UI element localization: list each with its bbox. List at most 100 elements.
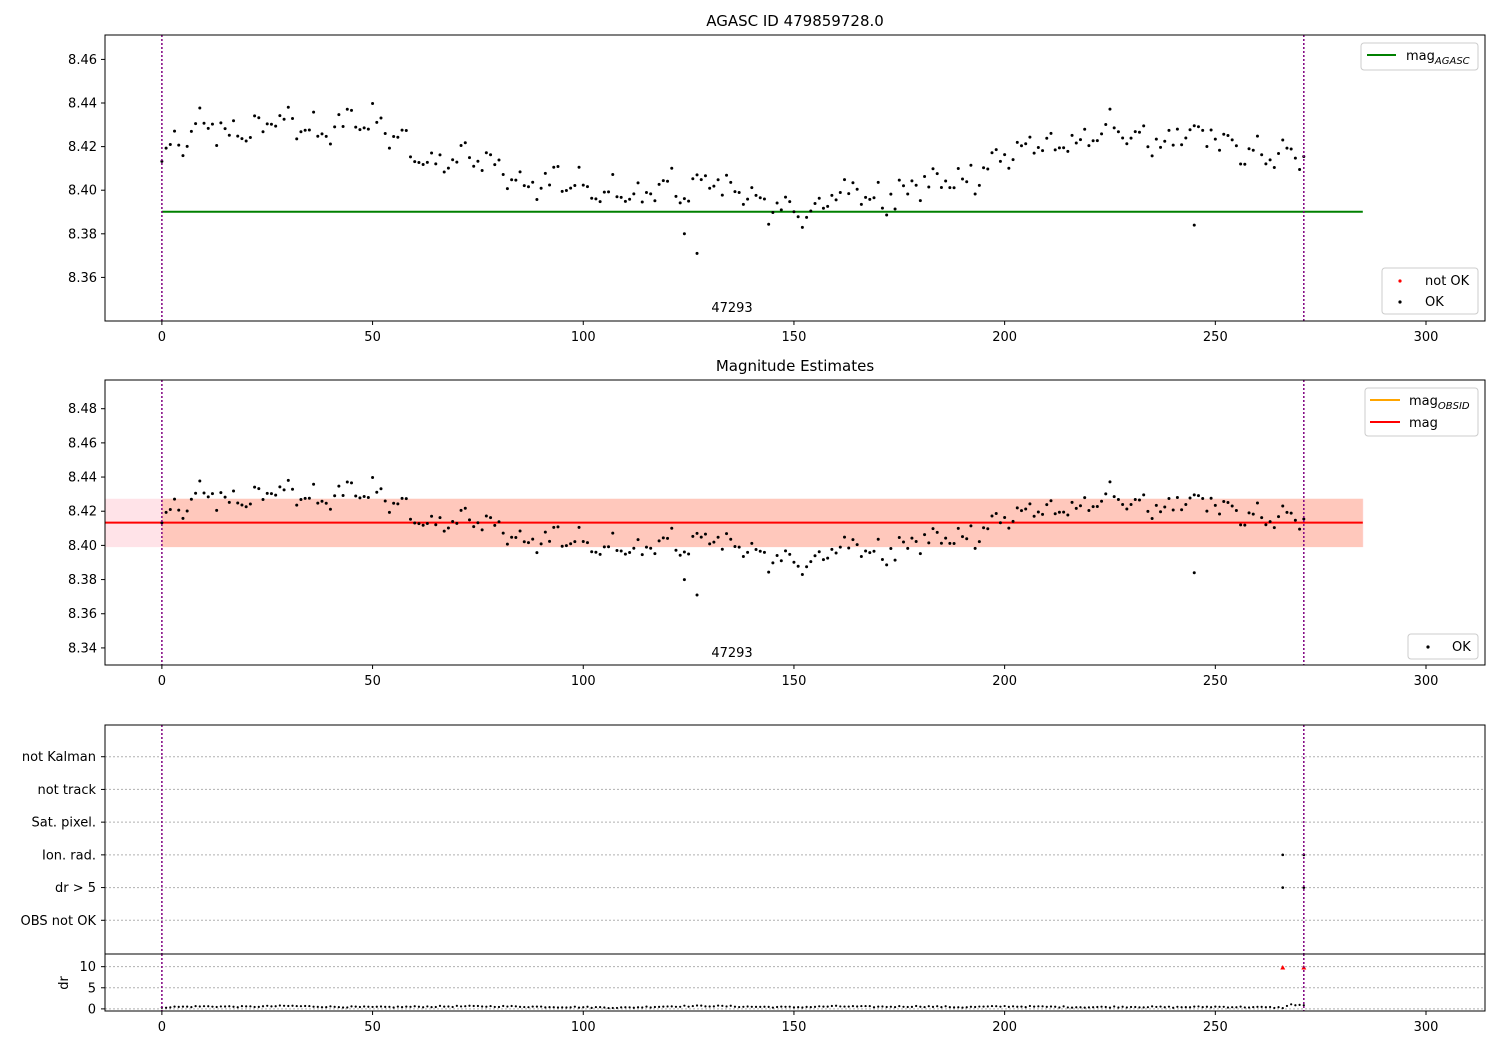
dr-xtick-label-250: 250 [1203,1020,1228,1035]
agasc-legend-ok-marker [1398,300,1402,304]
magnitude-ok-point-29 [282,488,286,492]
agasc-ok-point-259 [1251,148,1255,152]
agasc-ok-point-49 [366,127,370,131]
dr-ok-point-128 [700,1004,703,1007]
magnitude-ok-point-16 [227,500,231,504]
magnitude-ok-point-63 [425,522,429,526]
dr-ok-point-58 [405,1005,408,1008]
magnitude-ok-point-265 [1277,515,1281,519]
magnitude-ok-point-238 [1163,505,1167,509]
flags-category-label-5: OBS not OK [21,914,97,929]
agasc-ok-point-96 [564,189,568,193]
magnitude-ok-point-153 [805,565,809,569]
agasc-ok-point-274 [1192,223,1196,227]
magnitude-ok-point-191 [965,537,969,541]
magnitude-legend-obsid-label: magOBSID [1409,394,1470,412]
dr-ok-point-144 [767,1005,770,1009]
magnitude-ok-point-269 [1293,518,1297,522]
magnitude-ok-point-158 [826,556,830,560]
magnitude-ok-point-42 [337,484,341,488]
dr-ok-point-113 [636,1006,640,1009]
agasc-ok-point-5 [181,154,185,158]
dr-ok-point-11 [207,1005,210,1008]
dr-ok-point-83 [510,1004,513,1008]
agasc-ok-point-207 [1032,151,1036,155]
magnitude-ok-point-199 [998,521,1002,525]
dr-ok-point-85 [518,1005,522,1008]
magnitude-ytick-label-8.38: 8.38 [68,573,97,588]
dr-ok-point-98 [573,1005,576,1008]
agasc-ok-point-203 [1015,140,1019,144]
agasc-ok-point-11 [206,126,210,130]
agasc-ok-point-247 [1201,128,1205,132]
magnitude-ok-point-112 [632,546,636,550]
magnitude-ok-point-32 [295,503,299,507]
magnitude-ytick-label-8.36: 8.36 [68,607,97,622]
magnitude-ok-point-260 [1255,501,1259,505]
agasc-ok-point-251 [1218,148,1222,152]
magnitude-ok-point-254 [1230,504,1234,508]
dr-ok-point-210 [1045,1005,1048,1008]
magnitude-ok-point-51 [375,490,379,494]
magnitude-ok-point-167 [864,549,868,553]
agasc-ok-point-171 [880,206,884,210]
magnitude-ok-point-219 [1083,496,1087,500]
dr-ok-point-217 [1075,1006,1078,1009]
magnitude-ok-point-102 [590,550,594,554]
agasc-ok-point-252 [1222,132,1226,136]
magnitude-ok-point-62 [421,523,425,527]
dr-ok-point-127 [695,1004,699,1007]
agasc-ok-point-235 [1150,154,1154,158]
magnitude-ok-point-115 [644,545,648,549]
magnitude-ok-point-138 [741,555,745,559]
dr-ok-point-263 [1268,1005,1272,1009]
agasc-ytick-label-8.38: 8.38 [68,227,97,242]
magnitude-ok-point-140 [750,541,754,545]
dr-ok-point-271 [1302,1004,1305,1007]
agasc-ok-point-10 [202,121,206,125]
dr-ok-point-255 [1235,1006,1238,1009]
dr-ok-point-23 [257,1005,260,1009]
magnitude-ok-point-233 [1142,493,1146,497]
agasc-ok-point-184 [935,172,939,176]
dr-ok-point-77 [485,1005,488,1008]
dr-ok-point-187 [948,1006,951,1009]
agasc-ok-point-4 [177,143,181,147]
agasc-ok-point-267 [1285,146,1289,150]
magnitude-ok-point-168 [868,551,872,555]
agasc-ok-point-193 [973,192,977,196]
dr-ok-point-231 [1134,1005,1137,1009]
agasc-ok-point-27 [274,124,278,128]
dr-ok-point-52 [379,1005,383,1008]
dr-ok-point-76 [481,1005,484,1008]
dr-ok-point-235 [1151,1005,1154,1008]
magnitude-ok-point-97 [569,542,573,546]
agasc-ytick-label-8.46: 8.46 [68,53,97,68]
dr-ok-point-268 [1290,1003,1293,1006]
agasc-ok-point-31 [291,116,295,120]
agasc-ok-point-80 [497,158,501,162]
magnitude-ok-point-30 [286,478,290,482]
magnitude-ok-point-246 [1196,494,1200,498]
magnitude-ok-point-172 [885,563,889,567]
magnitude-ok-point-236 [1154,503,1158,507]
agasc-ok-point-227 [1116,130,1120,134]
agasc-ok-point-52 [379,116,383,120]
dr-ok-point-119 [662,1005,665,1008]
agasc-ok-point-83 [510,178,514,182]
agasc-legend-bottom-box [1381,267,1479,315]
dr-ok-point-14 [219,1005,222,1008]
agasc-ok-point-77 [484,151,488,155]
dr-ok-point-184 [936,1005,939,1008]
agasc-ok-point-246 [1196,125,1200,129]
magnitude-ok-point-4 [177,508,181,512]
agasc-ok-point-71 [459,144,463,148]
agasc-xtick-label-100: 100 [571,330,596,345]
dr-ok-point-132 [716,1004,720,1007]
agasc-ok-point-215 [1066,149,1070,153]
agasc-legend-top: magAGASC [1360,42,1479,71]
agasc-ok-point-78 [489,153,493,157]
agasc-ok-point-250 [1213,137,1217,141]
magnitude-ok-point-110 [623,552,627,556]
agasc-ok-point-136 [733,190,737,194]
